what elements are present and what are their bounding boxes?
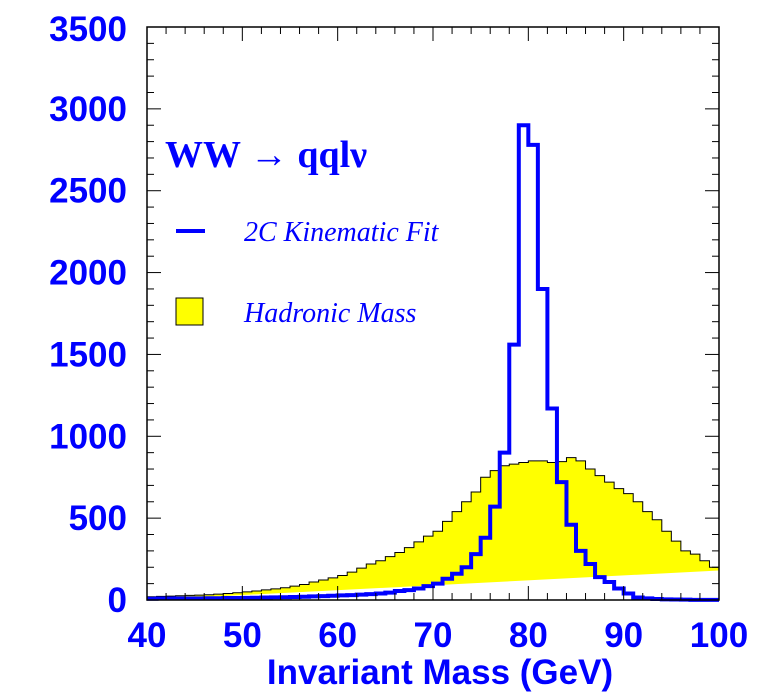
x-tick-label: 90 <box>604 616 643 655</box>
x-tick-label: 50 <box>223 616 262 655</box>
y-tick-label: 500 <box>69 499 127 538</box>
hadronic-mass-fill <box>147 457 719 600</box>
y-tick-label: 2500 <box>49 172 127 211</box>
tick-labels: 40 50 60 70 80 90 1000500100015002000250030003… <box>49 10 748 655</box>
y-tick-label: 3000 <box>49 90 127 129</box>
y-tick-label: 3500 <box>49 10 127 49</box>
plot-area <box>147 123 720 602</box>
x-tick-label: 40 <box>128 616 167 655</box>
x-axis-title: Invariant Mass (GeV) <box>267 653 613 692</box>
y-tick-label: 0 <box>108 581 127 620</box>
x-tick-label: 60 <box>318 616 357 655</box>
legend: 2C Kinematic Fit Hadronic Mass <box>175 217 440 329</box>
x-tick-label: 80 <box>509 616 548 655</box>
y-tick-label: 1500 <box>49 335 127 374</box>
legend-label-kinematic-fit: 2C Kinematic Fit <box>244 217 440 248</box>
legend-swatch-hadronic-mass <box>175 297 204 326</box>
x-tick-label: 70 <box>414 616 453 655</box>
series-hadronic-mass <box>147 457 720 600</box>
x-tick-label: 100 <box>690 616 748 655</box>
legend-label-hadronic-mass: Hadronic Mass <box>243 298 417 329</box>
axes <box>146 26 720 601</box>
y-tick-label: 1000 <box>49 417 127 456</box>
chart-title: WW → qqlν <box>165 134 367 176</box>
y-tick-label: 2000 <box>49 254 127 293</box>
